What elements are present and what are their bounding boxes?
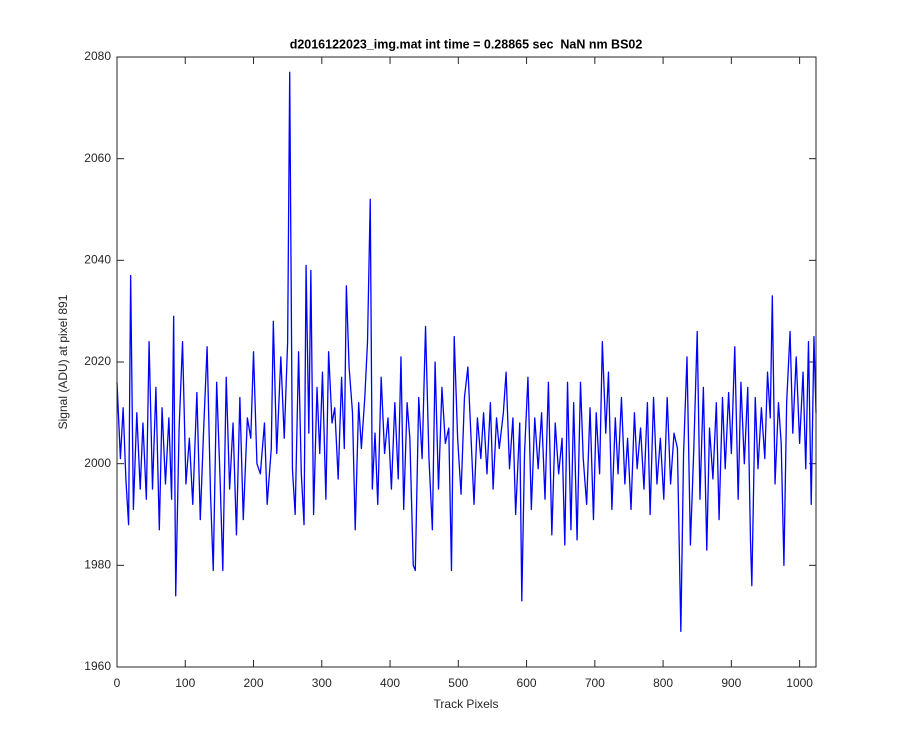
y-tick-label: 2080 — [84, 49, 111, 63]
x-tick-label: 0 — [114, 676, 121, 690]
data-line — [116, 71, 817, 633]
chart-title: d2016122023_img.mat int time = 0.28865 s… — [290, 37, 643, 51]
y-tick-label: 2060 — [84, 151, 111, 165]
x-tick-label: 400 — [380, 676, 400, 690]
x-tick-label: 600 — [517, 676, 537, 690]
y-tick-label: 1980 — [84, 558, 111, 572]
y-tick-label: 2000 — [84, 456, 111, 470]
y-tick-label: 2040 — [84, 253, 111, 267]
x-tick-label: 100 — [175, 676, 195, 690]
y-tick-label: 2020 — [84, 354, 111, 368]
plot-frame — [116, 56, 817, 668]
x-tick-label: 1000 — [786, 676, 813, 690]
x-tick-label: 900 — [721, 676, 741, 690]
y-tick-label: 1960 — [84, 659, 111, 673]
x-tick-label: 700 — [585, 676, 605, 690]
x-tick-label: 300 — [312, 676, 332, 690]
x-tick-label: 800 — [653, 676, 673, 690]
x-tick-label: 500 — [448, 676, 468, 690]
x-axis-label: Track Pixels — [434, 697, 499, 711]
x-tick-label: 200 — [244, 676, 264, 690]
y-axis-label: Signal (ADU) at pixel 891 — [56, 294, 70, 429]
